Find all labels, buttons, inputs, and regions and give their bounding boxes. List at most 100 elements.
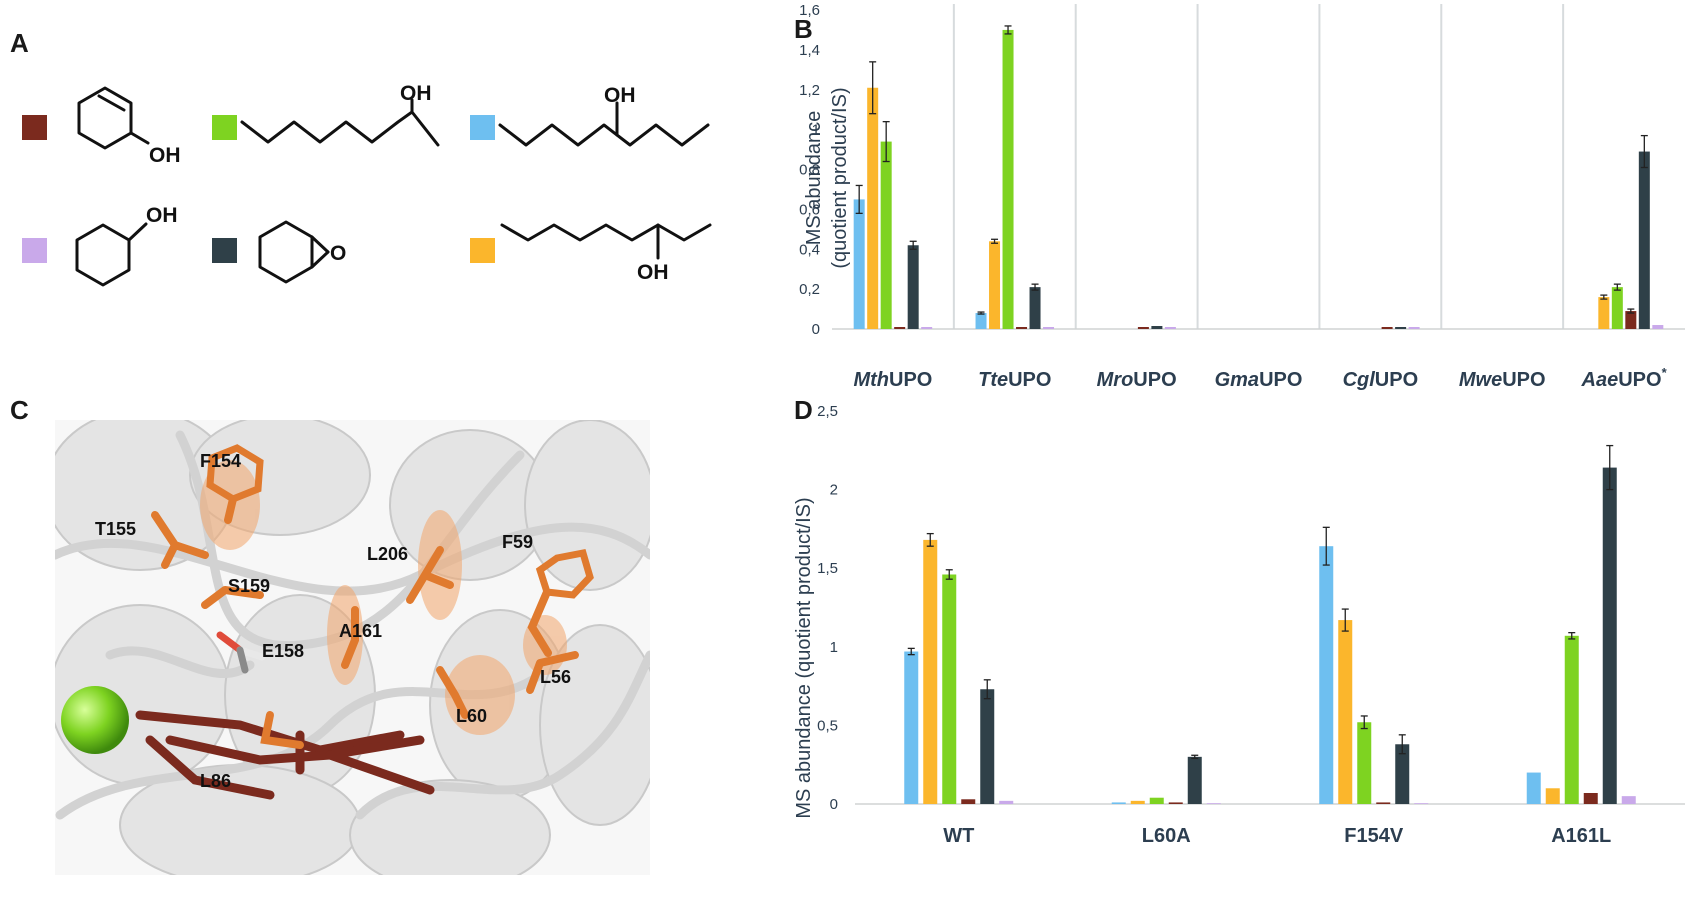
category-plain-part: F154V — [1344, 825, 1404, 847]
bar — [1338, 620, 1353, 804]
residue-labels: F154 T155 L206 F59 S159 A161 E158 L56 L6… — [95, 451, 571, 791]
bar — [1621, 796, 1636, 804]
bar — [1408, 327, 1420, 329]
residue-label-l86: L86 — [200, 771, 231, 791]
cyclohexanol-structure: OH — [75, 204, 178, 287]
category-plain-part: UPO — [889, 369, 932, 391]
bar — [942, 574, 957, 804]
y-tick-label: 1,5 — [817, 560, 838, 577]
bar — [1652, 325, 1664, 329]
panel-label-c: C — [10, 395, 29, 425]
cyclohexenol-structure: OH — [77, 86, 181, 167]
bar — [907, 245, 919, 329]
x-category-label: TteUPO — [978, 369, 1051, 391]
y-tick-label: 0 — [812, 321, 820, 338]
y-tick-label: 1,2 — [799, 82, 820, 99]
bar — [1319, 546, 1334, 804]
residue-label-f154: F154 — [200, 451, 241, 471]
bar — [853, 199, 865, 329]
x-category-label: WT — [943, 825, 974, 847]
legend-swatch-orange — [470, 238, 495, 263]
metal-ion-sphere — [61, 686, 129, 754]
x-category-label: CglUPO — [1343, 369, 1419, 391]
bar — [1130, 800, 1145, 804]
category-italic-part: Mro — [1097, 369, 1134, 391]
residue-label-f59: F59 — [502, 532, 533, 552]
bar — [1583, 792, 1598, 804]
category-italic-part: Gma — [1215, 369, 1259, 391]
x-category-label: A161L — [1551, 825, 1611, 847]
bar — [1602, 467, 1617, 804]
category-superscript: * — [1662, 365, 1668, 380]
residue-label-l60: L60 — [456, 706, 487, 726]
category-plain-part: WT — [943, 825, 974, 847]
category-plain-part: UPO — [1259, 369, 1302, 391]
bar — [880, 141, 892, 329]
category-plain-part: L60A — [1142, 825, 1191, 847]
x-category-label: MroUPO — [1097, 369, 1177, 391]
panel-label-d: D — [794, 395, 813, 425]
legend-swatch-purple — [22, 238, 47, 263]
protein-structure-panel: C — [10, 395, 650, 875]
heptanol-structure: OH — [498, 84, 710, 147]
legend-swatch-blue — [470, 115, 495, 140]
residue-label-a161: A161 — [339, 621, 382, 641]
chart-d: D 0 0,5 1 1,5 2 2,5 WT L60A F154V A161L MS abund… — [793, 395, 1685, 847]
panel-label-b: B — [794, 14, 813, 44]
bar — [961, 799, 976, 804]
y-tick-label: 0,2 — [799, 281, 820, 298]
y-tick-label: 0,8 — [799, 162, 820, 179]
bar — [1414, 803, 1429, 804]
y-axis-title-b-line1: MS abundance — [803, 111, 825, 246]
substrate-legend-panel: A OH OH OH OH O OH — [10, 28, 712, 287]
x-category-label: GmaUPO — [1215, 369, 1303, 391]
x-category-label: MthUPO — [853, 369, 932, 391]
bar — [1151, 326, 1163, 329]
bar — [999, 800, 1014, 804]
bar — [1611, 287, 1623, 329]
y-tick-label: 2,5 — [817, 403, 838, 420]
legend-swatch-green — [212, 115, 237, 140]
y-tick-label: 0,6 — [799, 201, 820, 218]
category-plain-part: UPO — [1375, 369, 1418, 391]
y-tick-label: 0,4 — [799, 241, 820, 258]
chart-b: B 00,20,40,60,811,21,41,6 MthUPO TteUPO Mr… — [794, 2, 1685, 391]
panel-label-a: A — [10, 28, 29, 58]
bar — [1357, 722, 1372, 804]
y-tick-label: 1 — [830, 639, 838, 656]
x-category-label: AaeUPO* — [1581, 365, 1668, 391]
octan3ol-oh-label: OH — [637, 261, 669, 284]
x-category-label: F154V — [1344, 825, 1404, 847]
bar — [923, 539, 938, 804]
bar — [1016, 327, 1028, 329]
bar — [1625, 311, 1637, 329]
bar — [1043, 327, 1055, 329]
bar — [1206, 803, 1221, 804]
bar — [1545, 788, 1560, 804]
heptanol-oh-label: OH — [604, 84, 636, 107]
bar — [1137, 327, 1149, 329]
category-plain-part: UPO — [1008, 369, 1051, 391]
epoxide-o-label: O — [330, 242, 346, 265]
category-italic-part: Mth — [853, 369, 889, 391]
octanol-structure: OH — [240, 82, 440, 147]
category-italic-part: Aae — [1581, 369, 1619, 391]
cyclohexanol-oh-label: OH — [146, 204, 178, 227]
bar — [1376, 802, 1391, 804]
cyclohexenol-oh-label: OH — [149, 144, 181, 167]
y-tick-label: 0 — [830, 796, 838, 813]
residue-label-l206: L206 — [367, 544, 408, 564]
bar — [1598, 297, 1610, 329]
bar — [1149, 797, 1164, 804]
bar — [1002, 29, 1014, 329]
category-italic-part: Tte — [978, 369, 1008, 391]
category-plain-part: A161L — [1551, 825, 1611, 847]
bar — [975, 313, 987, 329]
bar — [1564, 635, 1579, 804]
bar — [894, 327, 906, 329]
x-category-label: MweUPO — [1459, 369, 1546, 391]
bar — [989, 241, 1001, 329]
bar — [921, 327, 933, 329]
residue-label-s159: S159 — [228, 576, 270, 596]
y-axis-title-b: MS abundance (quotient product/IS) — [803, 87, 851, 268]
